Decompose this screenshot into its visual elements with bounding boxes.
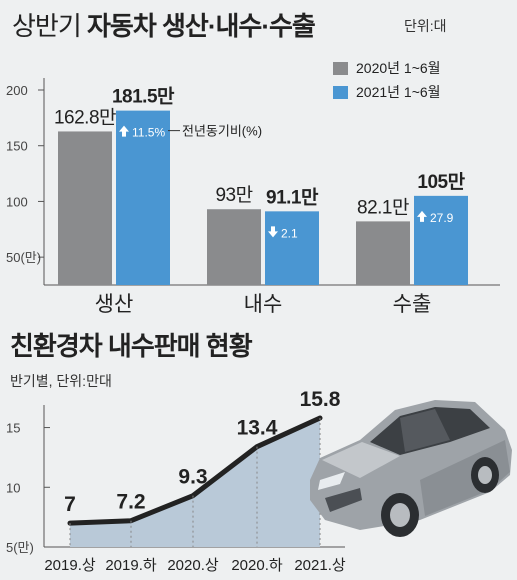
line-value-label: 15.8 <box>300 388 341 411</box>
line-area-fill <box>70 418 320 547</box>
bar-category-label: 내수 <box>244 293 283 316</box>
bar-category-label: 수출 <box>393 293 432 316</box>
yoy-legend-label: 전년동기비(%) <box>182 124 262 139</box>
bar-2020 <box>207 209 261 285</box>
bar-chart-unit: 단위:대 <box>404 18 447 34</box>
yoy-value: 27.9 <box>430 211 454 225</box>
bar-value-label-2021: 91.1만 <box>266 186 319 208</box>
line-category-label: 2019.하 <box>105 557 157 574</box>
legend-label-2021: 2021년 1~6월 <box>356 84 441 100</box>
legend-swatch-2020 <box>333 61 348 75</box>
bar-chart-title-bold: 자동차 생산·내수·수출 <box>87 11 316 41</box>
bar-y-tick-label: 200 <box>6 83 28 98</box>
bar-y-tick-label: 50(만) <box>6 250 41 265</box>
bar-y-tick-label: 100 <box>6 194 28 209</box>
bar-y-tick-label: 150 <box>6 139 28 154</box>
legend-item-2021: 2021년 1~6월 <box>333 80 441 104</box>
line-value-label: 7.2 <box>116 491 145 514</box>
yoy-up-arrow-icon <box>417 210 427 222</box>
yoy-up-arrow-icon <box>119 125 129 137</box>
line-value-label: 7 <box>64 493 76 516</box>
bar-value-label-2021: 181.5만 <box>112 86 175 108</box>
line-category-label: 2020.상 <box>167 557 219 574</box>
line-category-label: 2019.상 <box>44 557 96 574</box>
bar-value-label-2020: 162.8만 <box>54 106 116 128</box>
yoy-value: 2.1 <box>281 226 298 240</box>
bar-chart-title: 상반기 자동차 생산·내수·수출 <box>12 6 316 43</box>
bar-chart-title-light: 상반기 <box>12 11 82 41</box>
line-category-label: 2021.상 <box>294 557 346 574</box>
bar-2021 <box>265 211 319 285</box>
legend-label-2020: 2020년 1~6월 <box>356 60 441 76</box>
bar-2020 <box>356 221 410 285</box>
yoy-value: 11.5% <box>132 126 165 140</box>
line-value-label: 13.4 <box>237 417 278 440</box>
bar-value-label-2020: 93만 <box>215 184 252 206</box>
legend: 2020년 1~6월 2021년 1~6월 <box>333 56 441 104</box>
bar-2021 <box>414 195 468 285</box>
bar-category-label: 생산 <box>95 293 134 316</box>
bar-2020 <box>58 131 112 285</box>
line-y-tick-label: 15 <box>6 421 20 436</box>
line-y-tick-label: 10 <box>6 480 20 495</box>
yoy-down-arrow-icon <box>268 226 278 238</box>
car-icon <box>310 400 512 537</box>
line-value-label: 9.3 <box>178 466 207 489</box>
bar-value-label-2021: 105만 <box>417 171 465 193</box>
bar-2021 <box>116 110 170 285</box>
bar-value-label-2020: 82.1만 <box>357 196 409 218</box>
line-y-tick-label: 5(만) <box>6 540 34 555</box>
line-chart-title: 친환경차 내수판매 현황 <box>10 331 253 361</box>
legend-item-2020: 2020년 1~6월 <box>333 56 441 80</box>
line-chart-subtitle: 반기별, 단위:만대 <box>10 373 112 389</box>
legend-swatch-2021 <box>333 85 348 99</box>
line-category-label: 2020.하 <box>231 557 283 574</box>
